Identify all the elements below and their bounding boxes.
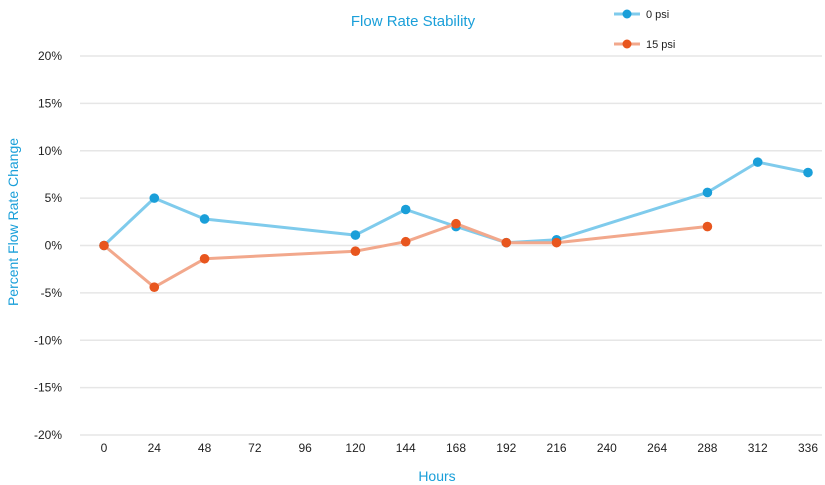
series-line: [102, 160, 810, 247]
y-tick-label: -20%: [34, 428, 62, 442]
data-point: [350, 246, 361, 256]
data-point: [551, 237, 562, 248]
x-tick-label: 240: [597, 441, 617, 455]
x-tick-label: 264: [647, 441, 667, 455]
data-point: [199, 253, 210, 264]
x-tick-label: 144: [396, 441, 416, 455]
legend-label-15psi: 15 psi: [646, 39, 675, 51]
legend-item-0psi: 0 psi: [614, 9, 669, 21]
series-line: [102, 222, 709, 289]
data-point: [702, 221, 713, 232]
y-tick-label: 5%: [45, 191, 63, 205]
x-tick-label: 288: [697, 441, 717, 455]
x-tick-label: 72: [248, 441, 262, 455]
data-point: [702, 187, 713, 198]
y-tick-label: -5%: [41, 286, 63, 300]
chart-title: Flow Rate Stability: [351, 13, 476, 30]
y-tick-label: 0%: [45, 239, 63, 253]
data-point: [149, 193, 160, 203]
x-tick-label: 120: [345, 441, 365, 455]
data-point: [149, 282, 160, 292]
x-tick-label: 48: [198, 441, 212, 455]
legend-marker-15psi: [622, 39, 632, 49]
x-tick-label: 168: [446, 441, 466, 455]
legend-marker-0psi: [622, 9, 632, 19]
series-15-psi: [99, 218, 713, 292]
y-axis-ticks: 20% 15% 10% 5% 0% -5% -10% -15% -20%: [34, 49, 62, 442]
x-tick-label: 312: [748, 441, 768, 455]
data-point: [400, 236, 411, 247]
data-point: [199, 214, 210, 224]
data-point: [501, 237, 512, 248]
x-tick-label: 216: [547, 441, 567, 455]
y-tick-label: -15%: [34, 381, 62, 395]
x-axis-title: Hours: [418, 468, 455, 484]
grid-lines: [80, 55, 822, 436]
y-tick-label: 20%: [38, 49, 62, 63]
data-point: [451, 218, 461, 229]
y-tick-label: -10%: [34, 333, 62, 347]
y-tick-label: 10%: [38, 144, 62, 158]
x-tick-label: 336: [798, 441, 818, 455]
legend-item-15psi: 15 psi: [614, 39, 675, 51]
x-tick-label: 0: [101, 441, 108, 455]
x-axis-ticks: 0 24 48 72 96 120 144 168 192 216 240 264 288 312 336: [101, 441, 819, 455]
data-point: [400, 204, 411, 215]
data-point: [803, 167, 813, 178]
data-point: [99, 240, 109, 251]
data-point: [350, 230, 361, 240]
x-tick-label: 24: [148, 441, 162, 455]
series-layer: [99, 157, 813, 292]
x-tick-label: 192: [496, 441, 516, 455]
legend: 0 psi 15 psi: [614, 9, 675, 51]
legend-label-0psi: 0 psi: [646, 9, 669, 21]
x-tick-label: 96: [298, 441, 312, 455]
series-0-psi: [99, 157, 813, 251]
y-tick-label: 15%: [38, 96, 62, 110]
data-point: [752, 157, 763, 167]
y-axis-title: Percent Flow Rate Change: [5, 138, 21, 306]
